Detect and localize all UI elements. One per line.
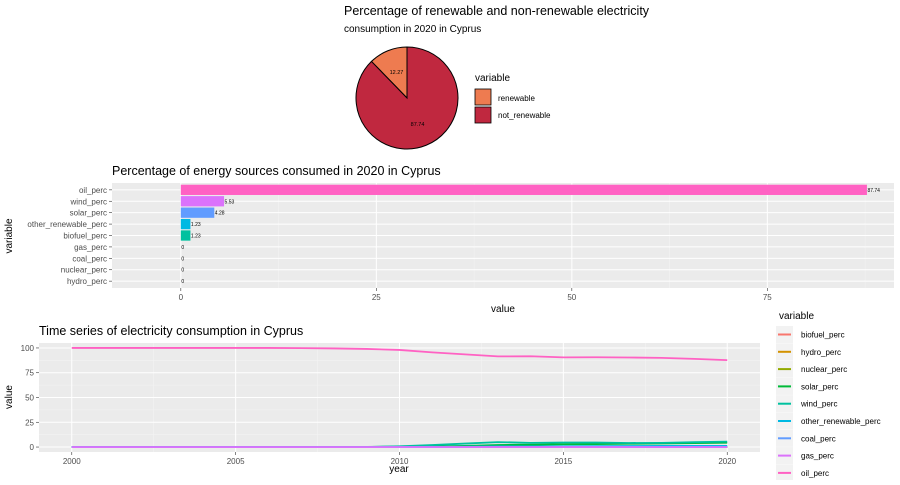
line-legend-label: oil_perc: [801, 469, 829, 478]
line-x-tick-label: 2015: [554, 457, 572, 466]
bar-bars: 87.74 5.534.28 1.23 1.23 0 0 0 0: [180, 184, 880, 285]
bar-title: Percentage of energy sources consumed in…: [112, 164, 441, 178]
pie-legend-title: variable: [475, 73, 510, 84]
line-y-axis-label: value: [4, 385, 15, 409]
line-legend-label: gas_perc: [801, 452, 834, 461]
line-series: [71, 347, 728, 448]
bar-value-label: 0: [181, 245, 184, 251]
bar-biofuel-perc: [180, 230, 191, 241]
pie-slices: 12.27 87.74: [355, 46, 459, 150]
line-legend: variable biofuel_perc hydro_perc nuclear_p…: [776, 311, 881, 482]
line-y-tick-labels: 0 25 50 75 100: [21, 344, 39, 452]
line-y-tick-label: 25: [25, 418, 34, 427]
line-legend-label: solar_perc: [801, 382, 838, 391]
bar-x-tick-labels: 0 25 50 75: [179, 288, 772, 302]
bar-category-label: biofuel_perc: [63, 232, 107, 241]
line-x-tick-label: 2005: [227, 457, 245, 466]
line-x-tick-labels: 2000 2005 2010 2015 2020: [63, 452, 737, 466]
line-legend-label: wind_perc: [800, 400, 837, 409]
bar-category-label: oil_perc: [79, 186, 107, 195]
line-chart: Time series of electricity consumption i…: [4, 311, 881, 482]
pie-legend-item-renewable: renewable: [474, 88, 535, 106]
bar-oil-perc: [180, 184, 867, 195]
pie-chart: Percentage of renewable and non-renewabl…: [344, 4, 650, 150]
bar-x-tick-label: 0: [179, 293, 184, 302]
line-y-tick-label: 100: [21, 344, 35, 353]
bar-value-label: 5.53: [225, 199, 235, 205]
bar-wind-perc: [180, 196, 225, 207]
bar-x-axis-label: value: [491, 304, 515, 315]
series-line-oil-perc: [71, 347, 728, 362]
pie-legend-label-renewable: renewable: [498, 94, 535, 103]
bar-category-label: gas_perc: [74, 243, 107, 252]
bar-x-tick-label: 75: [763, 293, 772, 302]
bar-category-label: wind_perc: [70, 197, 107, 206]
bar-value-label: 1.23: [191, 234, 201, 240]
line-title: Time series of electricity consumption i…: [39, 324, 303, 338]
pie-slice-label: 12.27: [390, 70, 404, 76]
line-legend-label: nuclear_perc: [801, 365, 847, 374]
pie-slice-label: 87.74: [411, 122, 425, 128]
line-legend-label: hydro_perc: [801, 348, 841, 357]
line-x-tick-label: 2000: [63, 457, 81, 466]
bar-value-label: 1.23: [191, 222, 201, 228]
line-legend-items: biofuel_perc hydro_perc nuclear_perc solar_…: [776, 326, 881, 482]
pie-legend-key-not-renewable: [474, 106, 492, 124]
pie-legend-item-not-renewable: not_renewable: [474, 106, 551, 124]
bar-x-tick-label: 50: [567, 293, 576, 302]
bar-category-label: nuclear_perc: [61, 266, 107, 275]
line-x-tick-label: 2020: [718, 457, 736, 466]
line-legend-label: other_renewable_perc: [801, 417, 881, 426]
bar-category-label: solar_perc: [70, 209, 107, 218]
pie-subtitle: consumption in 2020 in Cyprus: [344, 24, 481, 35]
bar-y-axis-label: variable: [4, 218, 15, 253]
pie-slice-not-renewable: [355, 46, 459, 150]
bar-category-label: other_renewable_perc: [27, 220, 107, 229]
bar-value-label: 87.74: [867, 188, 880, 194]
line-legend-label: coal_perc: [801, 434, 836, 443]
bar-solar-perc: [180, 207, 215, 218]
bar-value-label: 0: [181, 279, 184, 285]
line-y-tick-label: 50: [25, 394, 34, 403]
bar-value-label: 0: [181, 256, 184, 262]
line-legend-label: biofuel_perc: [801, 331, 845, 340]
line-y-tick-label: 0: [30, 443, 35, 452]
bar-value-label: 4.28: [215, 211, 225, 217]
pie-legend: variable renewable not_renewable: [474, 73, 551, 124]
pie-title: Percentage of renewable and non-renewabl…: [344, 4, 650, 18]
line-x-tick-label: 2010: [391, 457, 409, 466]
bar-x-tick-label: 25: [372, 293, 381, 302]
bar-chart: Percentage of energy sources consumed in…: [4, 164, 894, 315]
line-x-axis-label: year: [389, 464, 409, 475]
bar-category-labels: oil_perc wind_perc solar_perc other_renewab…: [27, 186, 112, 286]
pie-legend-label-not-renewable: not_renewable: [498, 111, 551, 120]
line-y-tick-label: 75: [25, 369, 34, 378]
bar-other-renewable-perc: [180, 218, 191, 230]
bar-category-label: hydro_perc: [67, 277, 107, 286]
bar-value-label: 0: [181, 268, 184, 274]
pie-legend-key-renewable: [474, 88, 492, 106]
line-legend-title: variable: [779, 311, 814, 322]
bar-category-label: coal_perc: [72, 254, 107, 263]
